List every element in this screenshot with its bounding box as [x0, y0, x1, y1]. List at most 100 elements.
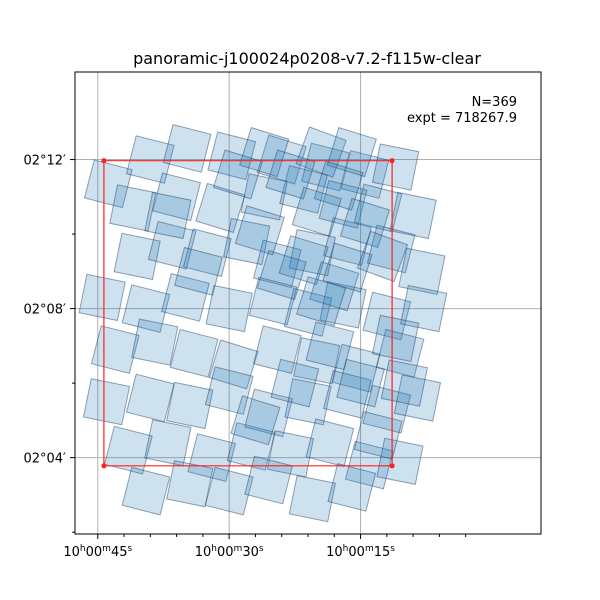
exposure-tile: [371, 143, 420, 191]
exposure-tile: [144, 191, 192, 240]
exposure-tile: [207, 131, 257, 181]
exposure-tile: [366, 224, 416, 274]
exposure-tile: [83, 159, 133, 209]
exposure-tile: [204, 366, 254, 415]
exposure-tile: [340, 150, 390, 199]
exposure-tile: [279, 164, 329, 214]
exposure-tile: [144, 419, 192, 467]
exposure-tile: [160, 272, 210, 322]
footprint-corner-marker: [389, 463, 395, 469]
exposure-tile: [371, 314, 420, 363]
exposure-tile: [256, 249, 307, 301]
exposure-tile: [147, 220, 197, 270]
exposure-tile: [322, 369, 372, 419]
exposure-tile: [109, 184, 157, 232]
exposure-tile: [226, 422, 276, 471]
x-tick-label: 10h00m30s: [195, 544, 264, 560]
exposure-tile: [212, 149, 264, 200]
exposure-tile: [204, 466, 254, 516]
exposure-tile: [162, 123, 212, 173]
exposure-tile: [234, 205, 285, 256]
exposure-tile: [376, 437, 424, 485]
exposure-tile: [82, 378, 131, 426]
exposure-tile: [336, 358, 385, 408]
x-tick-label: 10h00m15s: [326, 544, 395, 560]
exposure-tile: [393, 374, 442, 422]
footprint-corner-marker: [101, 158, 107, 164]
exposure-tile: [265, 149, 316, 200]
exposure-tile: [205, 284, 253, 333]
grid-lines: [75, 72, 541, 534]
exposure-tile: [375, 328, 425, 378]
exposure-tile: [169, 328, 219, 378]
exposure-tile: [239, 126, 290, 178]
exposure-tile: [322, 242, 373, 293]
exposure-tile: [240, 173, 288, 221]
exposure-tile: [331, 343, 381, 393]
exposure-tile: [318, 179, 368, 229]
exposure-tile: [313, 160, 364, 211]
exposure-tile: [252, 239, 302, 289]
exposure-tile: [398, 247, 446, 295]
exposure-tile: [288, 229, 336, 277]
exposure-tile: [327, 462, 377, 512]
exposure-tile: [295, 126, 347, 178]
exposure-tile: [90, 325, 140, 375]
exposure-tile: [121, 466, 171, 516]
exposure-tile: [252, 325, 302, 375]
exposure-tile: [174, 246, 223, 296]
exposure-tile: [182, 228, 232, 278]
exposure-tile: [322, 217, 372, 266]
exposure-tile: [166, 381, 214, 430]
footprint-corner-marker: [101, 463, 107, 469]
exposure-tile: [121, 284, 171, 334]
exposure-tile: [78, 273, 126, 322]
exposure-tile: [195, 182, 246, 234]
exposure-tile: [244, 388, 294, 438]
axis-ticks: 10h00m45s 10h00m30s 10h00m15s 02°12′ 02°08′ 0…: [23, 154, 467, 560]
exposure-tile: [339, 197, 391, 249]
exposure-tile: [166, 460, 214, 508]
exposure-tile: [309, 261, 360, 312]
exposure-tile: [362, 384, 412, 434]
exposure-tile: [344, 440, 394, 490]
y-tick-label: 02°04′: [23, 452, 66, 467]
exposure-tile: [362, 291, 412, 341]
count-annotation: N=369: [472, 95, 517, 110]
exposure-tile: [319, 281, 367, 329]
exposure-annotation: expt = 718267.9: [407, 111, 517, 126]
y-tick-label: 02°12′: [23, 154, 66, 169]
footprint-outline: [101, 158, 395, 469]
exposure-tile: [326, 126, 377, 178]
exposure-tile: [356, 230, 409, 283]
exposure-tile: [131, 318, 179, 366]
exposure-tile: [270, 358, 320, 408]
exposure-tile: [248, 276, 298, 326]
exposure-tile: [400, 284, 448, 333]
exposure-tile: [293, 337, 341, 385]
exposure-tile: [288, 474, 336, 523]
exposure-tile: [380, 359, 428, 407]
exposure-tile: [301, 142, 350, 192]
x-tick-label: 10h00m45s: [63, 544, 132, 560]
chart-title: panoramic-j100024p0208-v7.2-f115w-clear: [133, 49, 481, 68]
exposure-tile: [296, 276, 347, 327]
exposure-tile: [230, 395, 281, 446]
exposure-tile: [103, 425, 153, 475]
exposure-tile: [125, 373, 175, 423]
exposure-tile: [305, 321, 355, 371]
exposure-tile: [208, 339, 259, 390]
exposure-tile: [284, 378, 332, 426]
exposure-tile: [244, 455, 294, 505]
exposure-tile: [283, 287, 333, 337]
exposure-tile: [152, 172, 202, 222]
y-tick-label: 02°08′: [23, 303, 66, 318]
exposure-tile: [113, 232, 161, 281]
exposure-tile: [256, 134, 307, 185]
exposure-tile: [223, 217, 271, 266]
exposure-tile: [291, 186, 342, 237]
exposure-tile: [278, 235, 329, 286]
exposure-tile: [305, 418, 355, 468]
footprint-corner-marker: [389, 158, 395, 164]
